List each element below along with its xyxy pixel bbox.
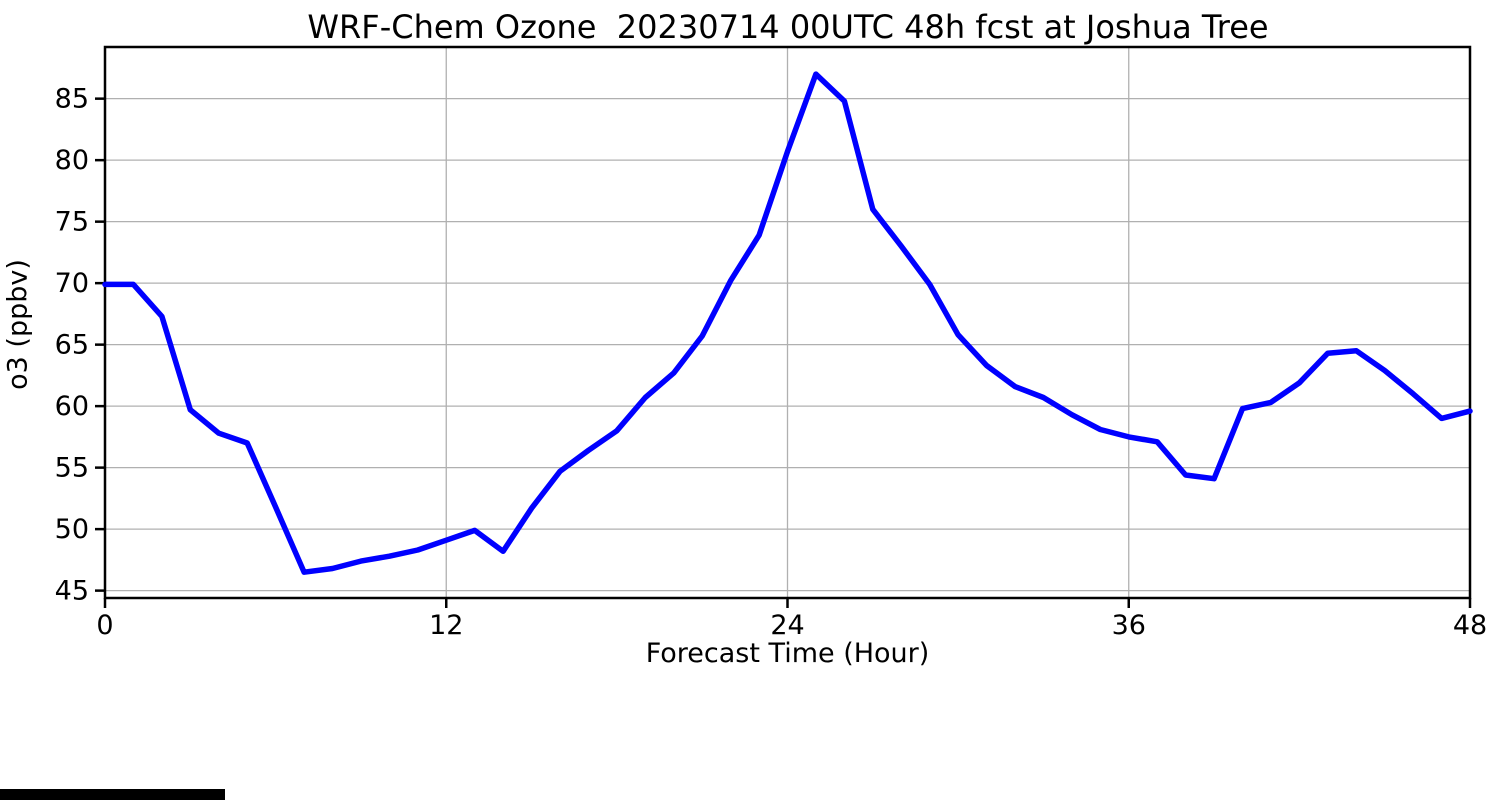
x-tick-label: 48 [1453,610,1487,641]
y-tick-label: 80 [55,145,89,176]
y-tick-label: 45 [55,576,89,607]
y-tick-label: 75 [55,207,89,238]
y-tick-label: 50 [55,514,89,545]
chart-title: WRF-Chem Ozone 20230714 00UTC 48h fcst a… [307,8,1269,46]
x-tick-label: 24 [770,610,804,641]
y-tick-label: 65 [55,330,89,361]
x-tick-label: 12 [429,610,463,641]
y-tick-label: 85 [55,84,89,115]
x-axis-label: Forecast Time (Hour) [645,638,930,669]
x-tick-label: 0 [96,610,113,641]
y-tick-label: 55 [55,453,89,484]
x-tick-label: 36 [1112,610,1146,641]
ozone-line [102,71,1473,575]
bottom-left-black-bar [0,789,225,800]
y-tick-label: 60 [55,391,89,422]
y-tick-label: 70 [55,268,89,299]
plot-frame [103,45,1472,600]
